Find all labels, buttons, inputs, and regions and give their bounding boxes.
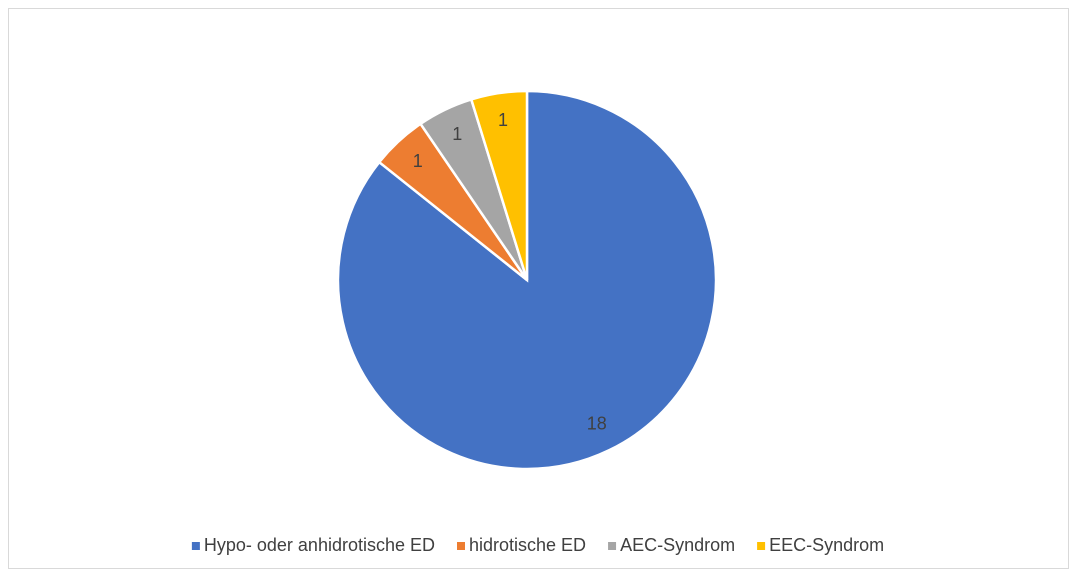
data-label: 1 — [413, 151, 423, 171]
legend-swatch — [608, 542, 617, 550]
data-label: 1 — [452, 124, 462, 144]
pie-slice — [469, 89, 529, 281]
legend-swatch — [457, 542, 465, 550]
legend-label: AEC-Syndrom — [620, 535, 735, 555]
legend-label: hidrotische ED — [469, 535, 586, 555]
data-label: 1 — [498, 110, 508, 130]
legend-label: Hypo- oder anhidrotische ED — [204, 535, 435, 555]
legend-label: EEC-Syndrom — [769, 535, 884, 555]
data-label: 18 — [587, 413, 607, 433]
legend-swatch — [191, 542, 200, 550]
legend-swatch — [757, 542, 766, 550]
